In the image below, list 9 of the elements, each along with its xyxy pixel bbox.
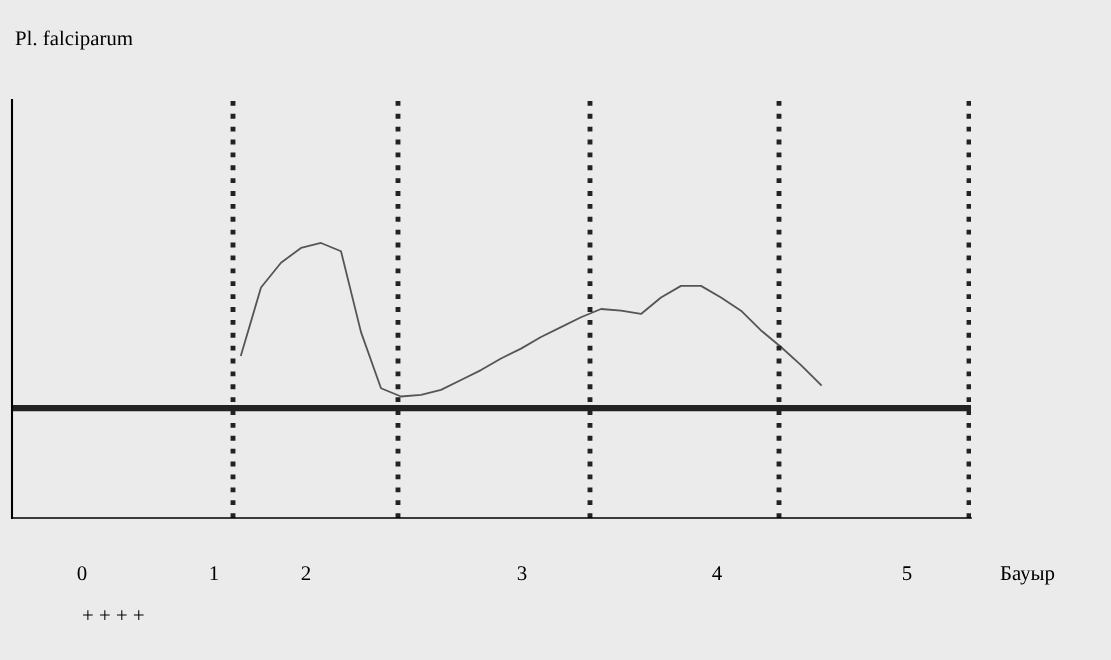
text: Бауыр bbox=[1000, 566, 1055, 585]
text: 1 bbox=[210, 566, 218, 581]
text: 3 bbox=[517, 566, 527, 581]
chart-title: Pl. falciparum bbox=[15, 30, 133, 50]
text: + + + + bbox=[83, 610, 144, 620]
text: 5 bbox=[903, 566, 912, 581]
text: 4 bbox=[712, 566, 722, 581]
text: 0 bbox=[77, 566, 87, 581]
text: 2 bbox=[301, 566, 311, 581]
